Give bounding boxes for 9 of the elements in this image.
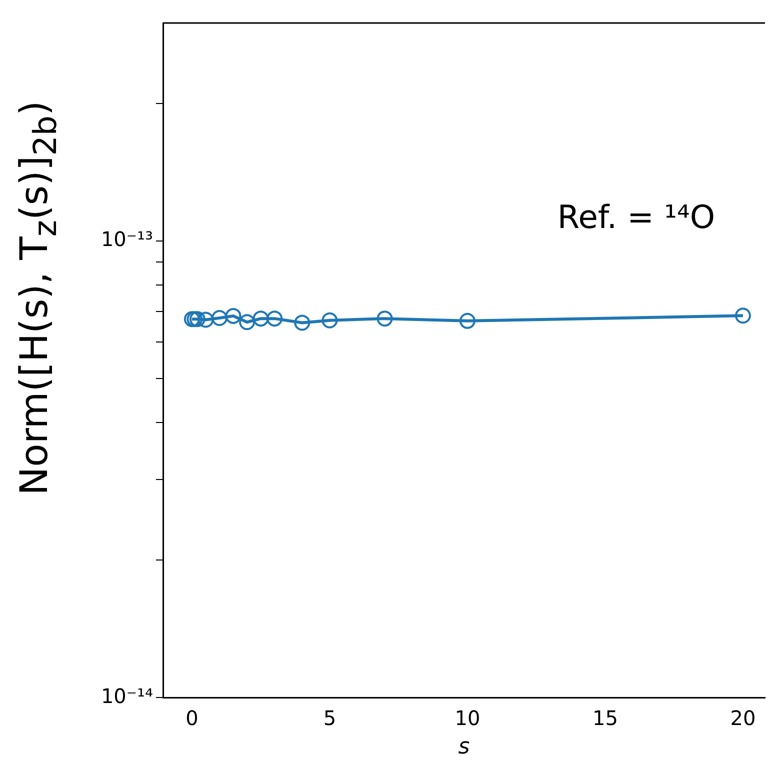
x-tick-label: 20 bbox=[730, 706, 756, 730]
x-tick-label: 0 bbox=[186, 706, 198, 730]
y-tick-label: 10⁻¹³ bbox=[100, 227, 153, 252]
x-tick-label: 5 bbox=[323, 706, 336, 730]
annotation: Ref. = ¹⁴O bbox=[557, 198, 715, 236]
x-tick-label: 15 bbox=[592, 706, 618, 730]
x-axis-title: s bbox=[458, 734, 470, 760]
x-tick-label: 10 bbox=[454, 706, 480, 730]
y-tick-label: 10⁻¹⁴ bbox=[100, 684, 153, 708]
